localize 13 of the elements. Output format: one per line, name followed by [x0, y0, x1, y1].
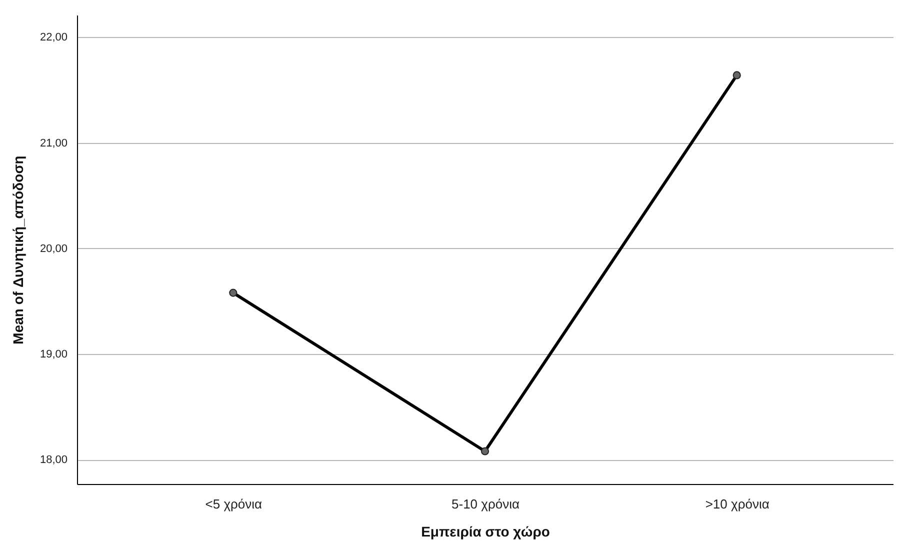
y-tick-label: 20,00	[40, 242, 68, 255]
y-axis-title: Mean of Δυνητική_απόδοση	[10, 156, 26, 344]
x-axis-title: Εμπειρία στο χώρο	[421, 524, 550, 540]
x-tick-label: 5-10 χρόνια	[452, 496, 520, 512]
x-tick-label: >10 χρόνια	[705, 496, 770, 512]
y-tick-label: 22,00	[40, 32, 68, 44]
point	[229, 288, 238, 297]
y-tick-label: 19,00	[40, 348, 68, 361]
x-tick-label: <5 χρόνια	[205, 496, 263, 512]
y-tick-label: 18,00	[40, 454, 68, 466]
y-tick-label: 21,00	[40, 137, 68, 150]
point	[480, 447, 490, 456]
point	[732, 71, 741, 80]
